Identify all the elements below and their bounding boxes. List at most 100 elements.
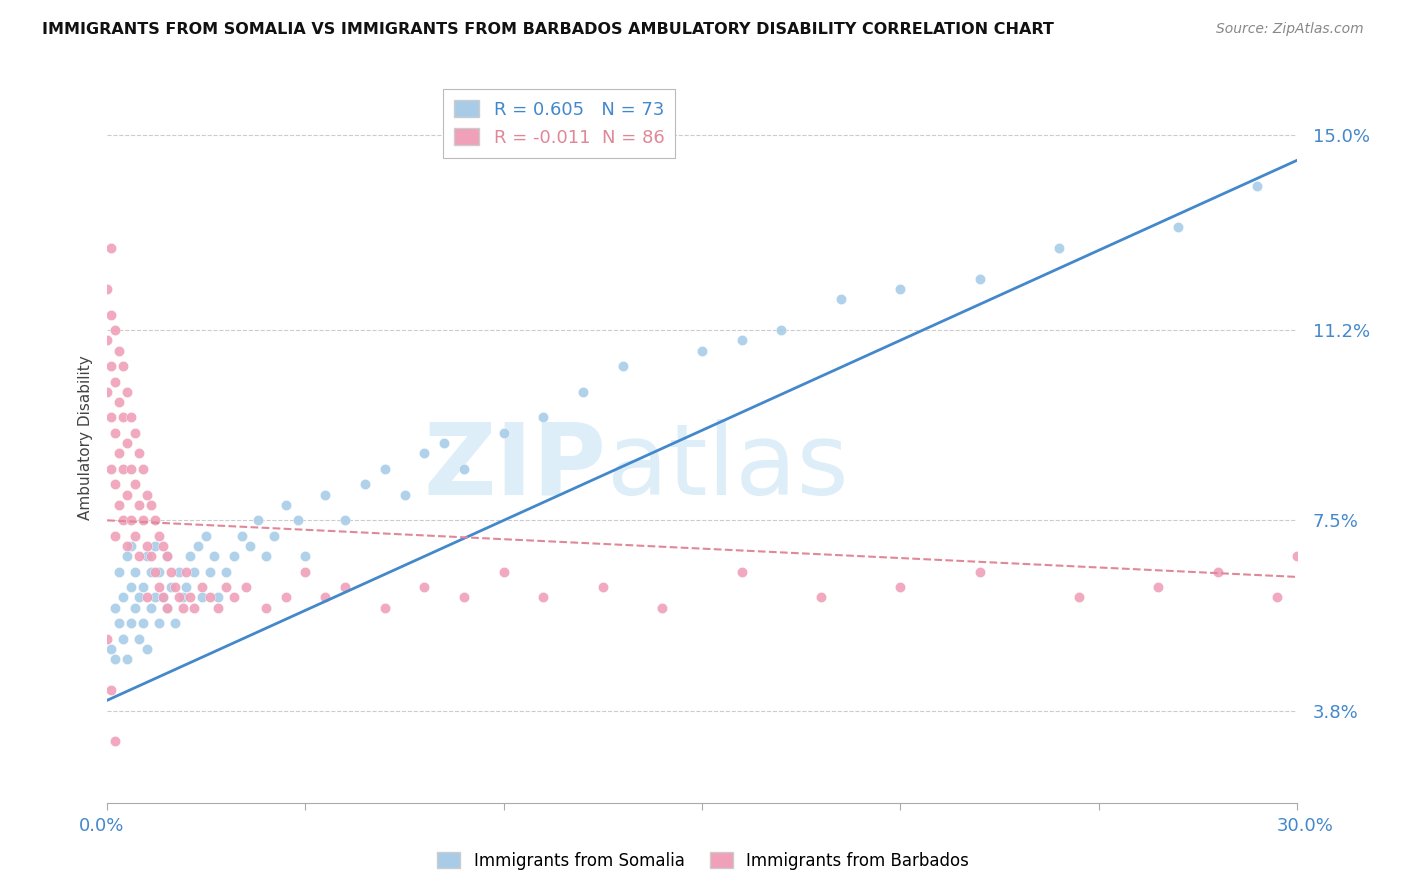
Point (179, 549, 201, 564)
Point (111, 513, 134, 527)
Point (176, 565, 198, 579)
Point (156, 549, 179, 564)
Point (374, 600, 396, 615)
Point (115, 539, 138, 553)
Point (651, 600, 673, 615)
Point (413, 446, 436, 460)
Point (104, 529, 127, 543)
Point (135, 641, 157, 656)
Point (96, 632, 118, 646)
Point (294, 549, 316, 564)
Point (143, 539, 166, 553)
Point (124, 477, 146, 491)
Point (207, 591, 229, 605)
Point (333, 513, 356, 527)
Point (100, 462, 122, 476)
Point (100, 683, 122, 698)
Point (167, 565, 190, 579)
Point (1047, 241, 1070, 255)
Point (152, 591, 174, 605)
Point (120, 539, 142, 553)
Point (690, 343, 713, 358)
Point (254, 600, 277, 615)
Point (969, 565, 991, 579)
Point (148, 529, 170, 543)
Point (274, 591, 297, 605)
Point (183, 565, 205, 579)
Point (239, 539, 262, 553)
Point (254, 549, 277, 564)
Point (453, 591, 475, 605)
Point (111, 410, 134, 425)
Point (531, 410, 554, 425)
Point (492, 425, 515, 440)
Point (148, 616, 170, 631)
Point (124, 565, 146, 579)
Point (148, 580, 170, 594)
Point (132, 580, 155, 594)
Point (139, 600, 162, 615)
Point (111, 359, 134, 373)
Point (96, 334, 118, 348)
Text: Source: ZipAtlas.com: Source: ZipAtlas.com (1216, 22, 1364, 37)
Point (115, 488, 138, 502)
Point (120, 410, 142, 425)
Point (314, 488, 336, 502)
Point (374, 462, 396, 476)
Point (104, 652, 127, 666)
Point (333, 580, 356, 594)
Point (200, 565, 222, 579)
Point (135, 539, 157, 553)
Point (235, 580, 257, 594)
Point (111, 632, 134, 646)
Point (115, 436, 138, 450)
Point (100, 308, 122, 322)
Point (156, 600, 179, 615)
Point (111, 591, 134, 605)
Point (143, 513, 166, 527)
Text: IMMIGRANTS FROM SOMALIA VS IMMIGRANTS FROM BARBADOS AMBULATORY DISABILITY CORREL: IMMIGRANTS FROM SOMALIA VS IMMIGRANTS FR… (42, 22, 1054, 37)
Point (143, 591, 166, 605)
Point (139, 498, 162, 512)
Point (159, 580, 181, 594)
Point (108, 565, 131, 579)
Point (263, 529, 285, 543)
Point (394, 488, 416, 502)
Point (1167, 220, 1189, 235)
Point (115, 549, 138, 564)
Point (111, 462, 134, 476)
Point (120, 616, 142, 631)
Point (120, 462, 142, 476)
Legend: Immigrants from Somalia, Immigrants from Barbados: Immigrants from Somalia, Immigrants from… (430, 846, 976, 877)
Point (132, 462, 155, 476)
Text: ZIP: ZIP (425, 418, 607, 516)
Point (287, 513, 309, 527)
Point (96, 282, 118, 296)
Point (139, 565, 162, 579)
Point (969, 271, 991, 285)
Point (124, 529, 146, 543)
Point (195, 529, 218, 543)
Point (124, 425, 146, 440)
Point (433, 436, 456, 450)
Point (108, 446, 131, 460)
Point (104, 375, 127, 389)
Point (115, 384, 138, 399)
Legend: R = 0.605   N = 73, R = -0.011  N = 86: R = 0.605 N = 73, R = -0.011 N = 86 (443, 89, 675, 158)
Point (156, 600, 179, 615)
Point (163, 616, 186, 631)
Point (104, 425, 127, 440)
Point (1206, 565, 1229, 579)
Point (108, 395, 131, 409)
Point (135, 591, 157, 605)
Point (207, 600, 229, 615)
Point (572, 384, 595, 399)
Point (96, 384, 118, 399)
Point (104, 734, 127, 748)
Point (830, 292, 852, 306)
Point (156, 549, 179, 564)
Point (128, 446, 150, 460)
Point (132, 513, 155, 527)
Point (354, 477, 377, 491)
Point (274, 498, 297, 512)
